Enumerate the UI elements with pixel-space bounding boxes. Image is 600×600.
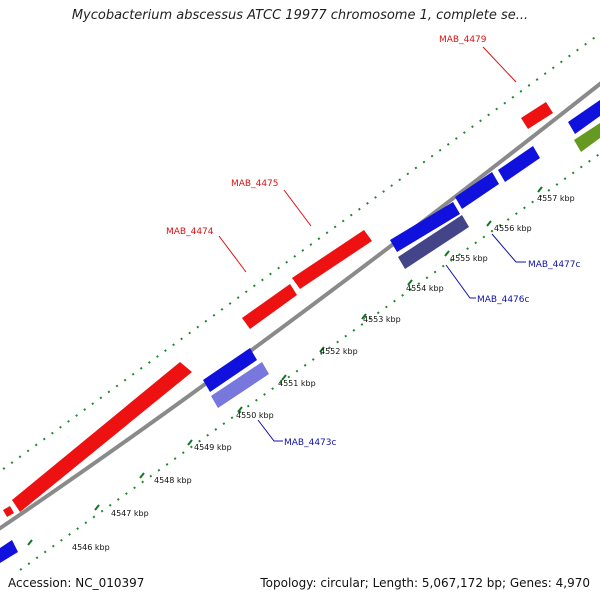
gene-forward-small-left[interactable] [3, 506, 14, 517]
label-leaders [218, 46, 526, 442]
tick-label-4554: 4554 kbp [406, 284, 444, 293]
reverse-genes [0, 100, 600, 563]
tick-label-4551: 4551 kbp [278, 379, 316, 388]
chromosome-backbone [0, 81, 600, 531]
gene-label-MAB_4475[interactable]: MAB_4475 [231, 179, 279, 189]
gene-label-MAB_4476c[interactable]: MAB_4476c [477, 295, 530, 305]
outer-dotted-track [0, 32, 600, 473]
gene-label-MAB_4473c[interactable]: MAB_4473c [284, 438, 337, 448]
gene-label-MAB_4479[interactable]: MAB_4479 [439, 35, 487, 45]
gene-reverse-4550[interactable] [203, 348, 257, 392]
gene-MAB_4475[interactable] [292, 230, 372, 289]
tick-label-4552: 4552 kbp [320, 347, 358, 356]
tick-label-4548: 4548 kbp [154, 476, 192, 485]
chromosome-title: Mycobacterium abscessus ATCC 19977 chrom… [71, 8, 529, 23]
genome-stats-text: Topology: circular; Length: 5,067,172 bp… [260, 576, 590, 590]
gene-MAB_4476c[interactable] [398, 215, 469, 269]
gene-reverse-4556[interactable] [455, 172, 499, 209]
forward-genes [3, 102, 553, 517]
tick-label-4546: 4546 kbp [72, 543, 110, 552]
gene-reverse-4554[interactable] [390, 202, 460, 252]
tick-label-4557: 4557 kbp [537, 194, 575, 203]
gene-forward-long[interactable] [12, 362, 192, 512]
tick-label-4553: 4553 kbp [363, 315, 401, 324]
gene-other-green[interactable] [574, 123, 600, 152]
tick-label-4550: 4550 kbp [236, 411, 274, 420]
gene-label-MAB_4474[interactable]: MAB_4474 [166, 227, 214, 237]
inner-dotted-track [19, 152, 600, 571]
gene-MAB_4477c[interactable] [498, 146, 540, 182]
major-ticks [27, 186, 543, 546]
tick-label-4547: 4547 kbp [111, 509, 149, 518]
gene-reverse-left-edge[interactable] [0, 540, 18, 563]
gene-MAB_4474[interactable] [242, 284, 297, 329]
gene-MAB_4479[interactable] [521, 102, 553, 129]
gene-label-MAB_4477c[interactable]: MAB_4477c [528, 260, 581, 270]
tick-label-4549: 4549 kbp [194, 443, 232, 452]
gene-MAB_4473c[interactable] [211, 362, 269, 408]
tick-label-4555: 4555 kbp [450, 254, 488, 263]
tick-label-4556: 4556 kbp [494, 224, 532, 233]
accession-text: Accession: NC_010397 [8, 576, 145, 590]
gene-reverse-right-edge[interactable] [568, 100, 600, 134]
